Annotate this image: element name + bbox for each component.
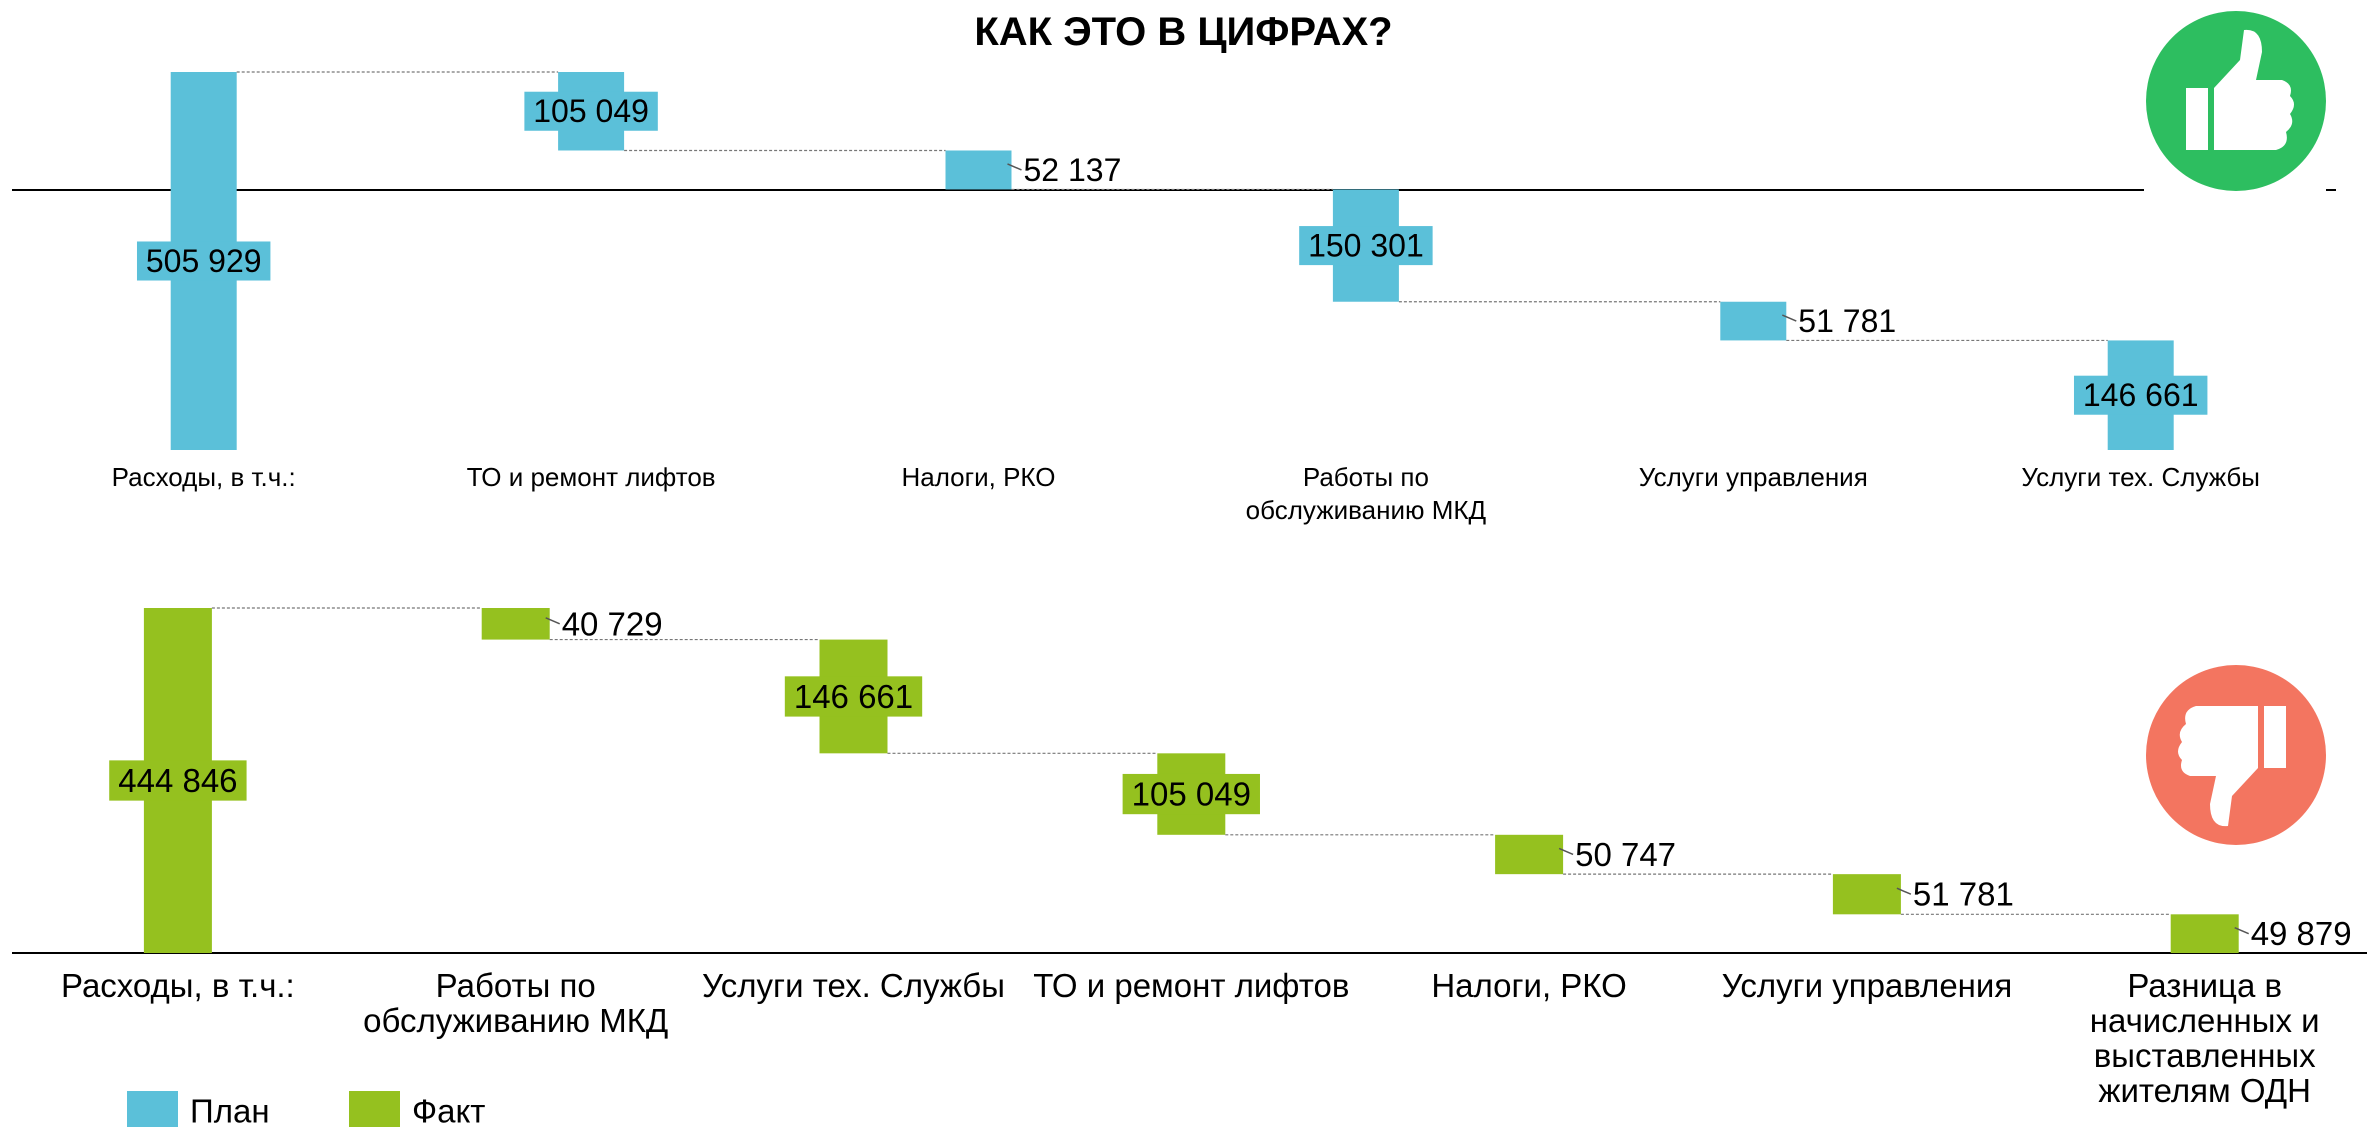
value-label-bg xyxy=(2073,375,2208,415)
leader-line xyxy=(1007,163,1022,171)
category-label: Услуги управления xyxy=(1721,967,2013,1004)
value-label: 146 661 xyxy=(794,678,913,715)
value-label-bg xyxy=(109,760,247,801)
value-label: 105 049 xyxy=(533,93,649,129)
legend-swatch xyxy=(349,1091,400,1127)
bar xyxy=(2170,914,2239,953)
category-label: Услуги управления xyxy=(1638,462,1868,492)
page-title: КАК ЭТО В ЦИФРАХ? xyxy=(974,10,1393,54)
legend-swatch xyxy=(127,1091,178,1127)
category-label: ТО и ремонт лифтов xyxy=(466,462,716,492)
value-label: 146 661 xyxy=(2083,377,2199,413)
value-label-bg xyxy=(136,241,271,281)
bar xyxy=(945,150,1012,190)
value-label: 50 747 xyxy=(1575,836,1676,873)
value-label: 105 049 xyxy=(1132,776,1251,813)
category-label: Работы по обслуживанию МКД xyxy=(363,967,669,1039)
category-label: Разница в начисленных и выставленных жит… xyxy=(2089,967,2320,1109)
bar xyxy=(1832,874,1901,915)
value-label: 51 781 xyxy=(1798,303,1896,339)
value-label-bg xyxy=(784,676,923,717)
category-label: ТО и ремонт лифтов xyxy=(1033,967,1350,1004)
bar xyxy=(1720,301,1787,341)
leader-line xyxy=(1782,314,1797,322)
value-label-bg xyxy=(1122,773,1260,815)
bar xyxy=(1495,834,1564,875)
value-label: 505 929 xyxy=(146,243,262,279)
leader-line xyxy=(545,617,560,625)
category-label: Расходы, в т.ч.: xyxy=(111,462,296,492)
value-label: 51 781 xyxy=(1913,876,2014,913)
thumb-up-icon xyxy=(2146,11,2326,191)
category-label: Услуги тех. Службы xyxy=(702,967,1005,1004)
value-label: 40 729 xyxy=(562,605,663,642)
legend-label: Факт xyxy=(412,1093,485,1127)
category-label: Услуги тех. Службы xyxy=(2021,462,2260,492)
value-label-bg xyxy=(524,91,658,131)
bar xyxy=(481,608,550,640)
legend-label: План xyxy=(190,1093,270,1127)
leader-line xyxy=(2234,926,2249,935)
category-label: Расходы, в т.ч.: xyxy=(61,967,295,1004)
value-label: 49 879 xyxy=(2251,915,2352,952)
thumb-down-icon xyxy=(2146,665,2326,845)
leader-line xyxy=(1896,887,1912,895)
leader-line xyxy=(1558,847,1574,856)
value-label-bg xyxy=(1299,226,1433,266)
category-label: Налоги, РКО xyxy=(901,462,1056,492)
value-label: 52 137 xyxy=(1024,152,1122,188)
category-label: Налоги, РКО xyxy=(1431,967,1627,1004)
category-label: Работы по обслуживанию МКД xyxy=(1245,462,1487,525)
value-label: 444 846 xyxy=(118,762,237,799)
value-label: 150 301 xyxy=(1308,228,1424,264)
